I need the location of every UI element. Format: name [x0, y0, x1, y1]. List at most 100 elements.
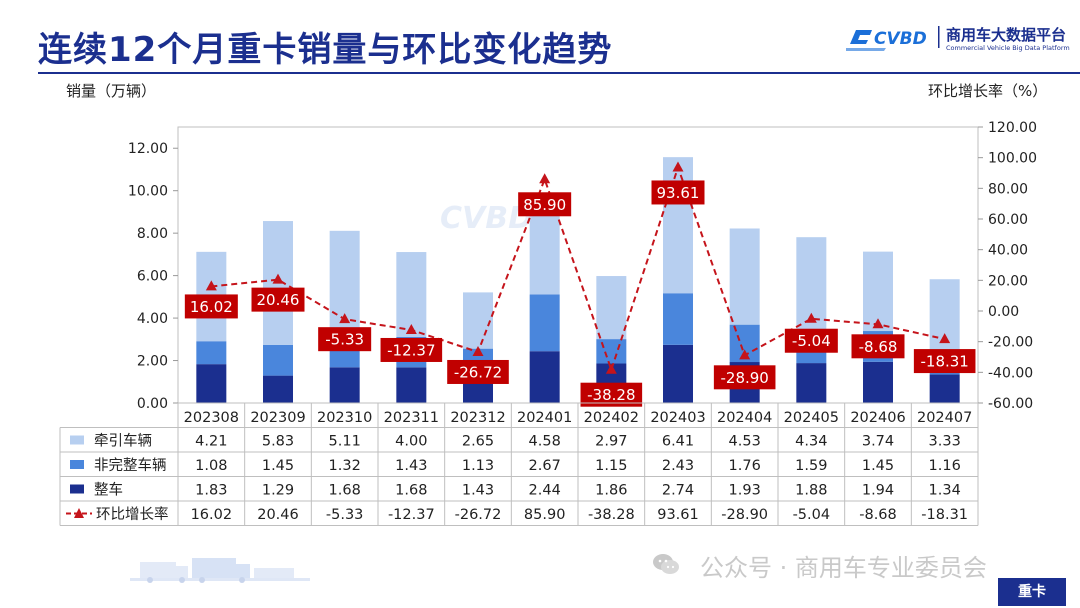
table-cell: 1.29	[262, 483, 294, 499]
bar-segment	[529, 294, 560, 352]
table-cell: 1.43	[462, 483, 494, 499]
table-cell: -38.28	[588, 507, 635, 523]
mom-data-label: -26.72	[454, 363, 502, 381]
table-cell: 2.65	[462, 434, 494, 450]
table-cell: 4.00	[395, 434, 427, 450]
category-label: 202407	[917, 410, 972, 426]
bar-segment	[663, 344, 693, 403]
page-title: 连续12个月重卡销量与环比变化趋势	[38, 30, 613, 70]
bar-segment	[196, 341, 227, 365]
table-cell: 4.58	[529, 434, 561, 450]
left-axis-tick-label: 0.00	[137, 396, 168, 412]
category-label: 202308	[184, 410, 239, 426]
category-label: 202312	[450, 410, 505, 426]
mom-data-label-box	[447, 359, 509, 384]
bar-segment	[796, 363, 827, 403]
right-axis-tick-label: 20.00	[988, 273, 1028, 289]
legend-swatch-marker	[74, 508, 84, 518]
series-name: 牵引车辆	[94, 433, 152, 450]
mom-data-label: -38.28	[587, 386, 635, 404]
bar-segment	[529, 351, 560, 403]
mom-point-marker	[272, 273, 284, 284]
left-axis-tick-label: 12.00	[128, 141, 168, 157]
table-cell: 3.33	[929, 434, 961, 450]
bar-segment	[263, 375, 293, 403]
mom-data-label: -5.33	[325, 331, 364, 349]
category-label: 202402	[584, 410, 639, 426]
logo-name: 商用车大数据平台	[946, 26, 1067, 44]
table-cell: 4.34	[795, 434, 827, 450]
bar-segment	[929, 374, 960, 403]
right-axis-tick-label: 0.00	[988, 304, 1019, 320]
bar-segment	[663, 157, 693, 294]
mom-point-marker	[539, 173, 551, 184]
table-cell: -26.72	[455, 507, 502, 523]
mom-data-label-box	[913, 349, 976, 374]
logo-subtitle: Commercial Vehicle Big Data Platform	[946, 44, 1070, 52]
mom-data-label: 20.46	[257, 291, 300, 309]
mom-data-label-box	[651, 180, 705, 205]
table-cell: 1.76	[729, 458, 761, 474]
mom-data-label: -28.90	[720, 369, 768, 387]
mom-data-label-box	[851, 334, 905, 359]
series-name: 环比增长率	[96, 506, 169, 523]
table-cell: 1.43	[395, 458, 427, 474]
bar-segment	[596, 276, 627, 340]
series-name: 整车	[94, 482, 123, 499]
watermark-logo: CVBD	[440, 201, 533, 236]
bar-segment	[329, 367, 360, 403]
mom-growth-line	[211, 164, 945, 373]
category-label: 202406	[850, 410, 905, 426]
plot-area-frame	[177, 126, 979, 404]
mom-data-label-box	[713, 365, 776, 390]
table-cell: -5.04	[793, 507, 831, 523]
table-cell: -12.37	[388, 507, 435, 523]
left-axis-tick-label: 10.00	[128, 184, 168, 200]
table-cell: -5.33	[326, 507, 364, 523]
left-axis-tick-label: 6.00	[137, 269, 168, 285]
mom-point-marker	[739, 349, 751, 360]
mom-data-label: -18.31	[920, 353, 968, 371]
mom-data-label-box	[784, 328, 838, 353]
mom-data-label: 16.02	[190, 298, 233, 316]
table-cell: 4.53	[729, 434, 761, 450]
mom-data-label-box	[380, 337, 443, 362]
right-axis-tick-label: 60.00	[988, 212, 1028, 228]
left-axis-tick-label: 8.00	[137, 226, 168, 242]
bar-segment	[263, 344, 293, 376]
cvbd-logo-icon: CVBD	[846, 26, 940, 51]
mom-point-marker	[472, 345, 484, 356]
table-cell: 20.46	[257, 507, 299, 523]
table-cell: 1.16	[929, 458, 961, 474]
category-label: 202310	[317, 410, 372, 426]
mom-data-label-box	[518, 192, 572, 217]
table-cell: 3.74	[862, 434, 894, 450]
table-cell: 1.86	[595, 483, 627, 499]
mom-point-marker	[405, 323, 417, 334]
table-cell: 2.67	[529, 458, 561, 474]
wechat-account-text: 公众号 · 商用车专业委员会	[700, 554, 987, 582]
mom-data-label-box	[318, 327, 372, 352]
table-cell: 1.45	[862, 458, 894, 474]
bar-segment	[396, 367, 427, 403]
left-axis-tick-label: 2.00	[137, 354, 168, 370]
table-cell: 1.13	[462, 458, 494, 474]
bar-segment	[596, 339, 627, 364]
right-axis-tick-label: -40.00	[988, 365, 1033, 381]
table-cell: 5.83	[262, 434, 294, 450]
right-axis-title: 环比增长率（%）	[928, 82, 1048, 100]
table-cell: 1.68	[395, 483, 427, 499]
table-cell: 16.02	[191, 507, 233, 523]
mom-data-label: 85.90	[523, 196, 566, 214]
table-cell: 4.21	[195, 434, 227, 450]
right-axis-tick-label: 80.00	[988, 181, 1028, 197]
table-cell: 1.94	[862, 483, 894, 499]
title-divider	[38, 72, 1080, 74]
bar-segment	[463, 292, 493, 349]
category-label: 202309	[250, 410, 305, 426]
category-label: 202311	[384, 410, 439, 426]
mom-point-marker	[805, 312, 817, 323]
mom-point-marker	[939, 333, 951, 344]
right-axis-tick-label: -20.00	[988, 335, 1033, 351]
